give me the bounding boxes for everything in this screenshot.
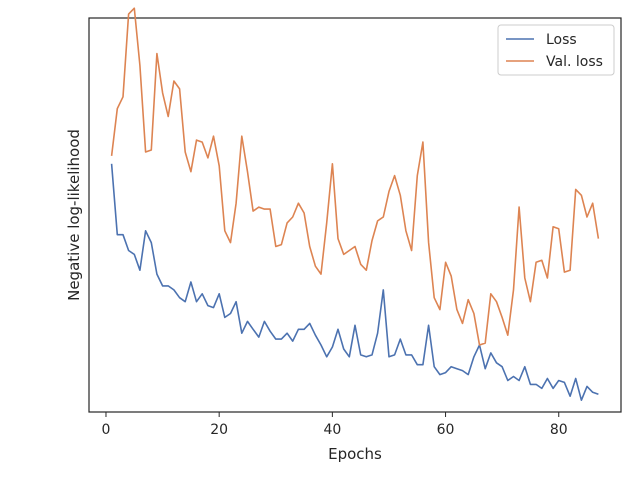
- series-lines: [110, 7, 600, 402]
- x-tick-label: 0: [102, 422, 111, 438]
- legend: Loss Val. loss: [497, 24, 615, 76]
- val-loss-line: [110, 7, 600, 346]
- x-axis-label: Epochs: [328, 445, 382, 463]
- legend-box: [497, 24, 615, 76]
- plot-area: 0 20 40 60 80: [88, 7, 622, 438]
- x-tick-label: 60: [437, 422, 455, 438]
- x-tick-label: 80: [550, 422, 568, 438]
- y-axis-label: Negative log-likelihood: [65, 129, 83, 301]
- axes-frame: [88, 17, 622, 413]
- legend-label-loss: Loss: [546, 32, 577, 48]
- loss-line: [110, 163, 599, 402]
- legend-label-val-loss: Val. loss: [546, 54, 603, 70]
- x-tick-label: 20: [210, 422, 228, 438]
- x-tick-label: 40: [323, 422, 341, 438]
- x-axis-ticks: 0 20 40 60 80: [102, 412, 568, 438]
